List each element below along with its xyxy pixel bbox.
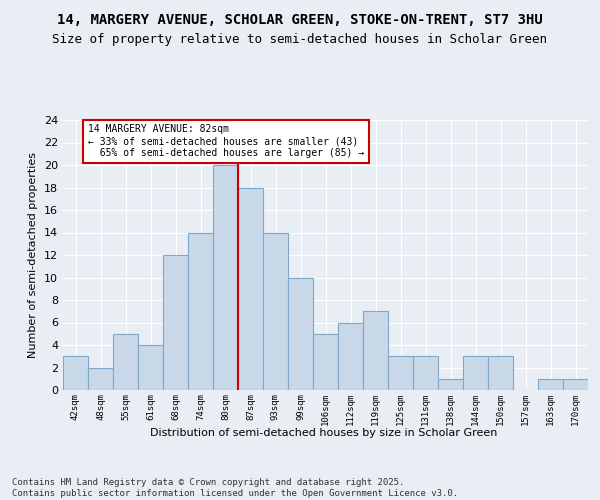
Text: Distribution of semi-detached houses by size in Scholar Green: Distribution of semi-detached houses by … bbox=[151, 428, 497, 438]
Text: Contains HM Land Registry data © Crown copyright and database right 2025.
Contai: Contains HM Land Registry data © Crown c… bbox=[12, 478, 458, 498]
Bar bbox=[88, 368, 113, 390]
Y-axis label: Number of semi-detached properties: Number of semi-detached properties bbox=[28, 152, 38, 358]
Bar bbox=[288, 278, 313, 390]
Bar bbox=[113, 334, 138, 390]
Bar bbox=[263, 232, 288, 390]
Bar bbox=[138, 345, 163, 390]
Bar bbox=[213, 165, 238, 390]
Text: 14 MARGERY AVENUE: 82sqm
← 33% of semi-detached houses are smaller (43)
  65% of: 14 MARGERY AVENUE: 82sqm ← 33% of semi-d… bbox=[88, 124, 364, 158]
Bar bbox=[313, 334, 338, 390]
Bar bbox=[163, 255, 188, 390]
Bar bbox=[388, 356, 413, 390]
Text: Size of property relative to semi-detached houses in Scholar Green: Size of property relative to semi-detach… bbox=[53, 32, 548, 46]
Text: 14, MARGERY AVENUE, SCHOLAR GREEN, STOKE-ON-TRENT, ST7 3HU: 14, MARGERY AVENUE, SCHOLAR GREEN, STOKE… bbox=[57, 12, 543, 26]
Bar bbox=[63, 356, 88, 390]
Bar bbox=[488, 356, 513, 390]
Bar bbox=[413, 356, 438, 390]
Bar bbox=[338, 322, 363, 390]
Bar bbox=[363, 311, 388, 390]
Bar bbox=[438, 379, 463, 390]
Bar bbox=[563, 379, 588, 390]
Bar bbox=[238, 188, 263, 390]
Bar bbox=[538, 379, 563, 390]
Bar bbox=[188, 232, 213, 390]
Bar bbox=[463, 356, 488, 390]
